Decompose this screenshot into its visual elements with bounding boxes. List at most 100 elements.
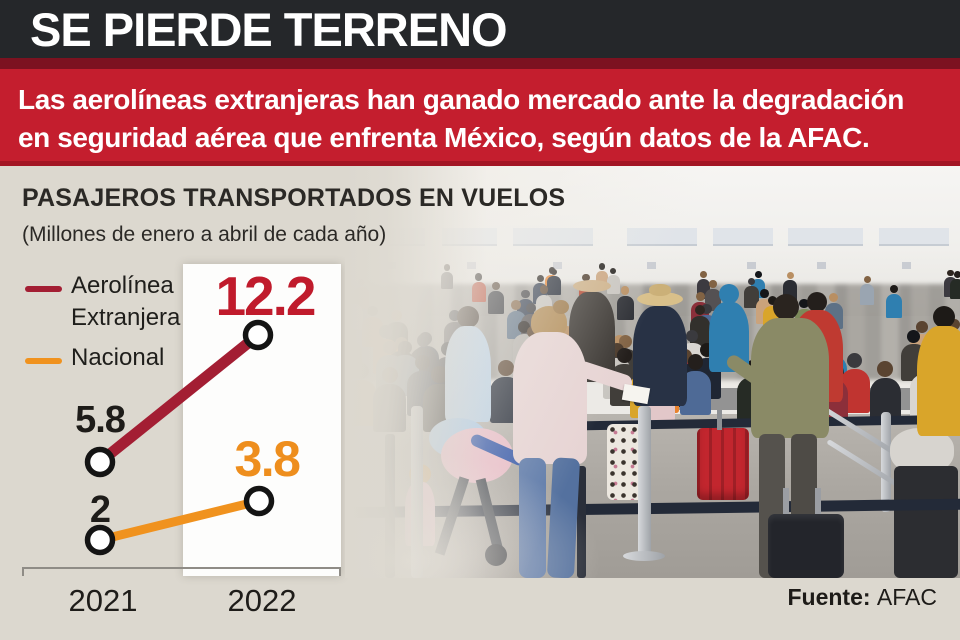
suitcase-handle	[783, 488, 789, 516]
barrier-post	[411, 406, 423, 578]
head	[889, 284, 899, 293]
head	[550, 268, 558, 276]
head	[687, 354, 703, 370]
dark-luggage	[894, 466, 958, 578]
head	[863, 275, 871, 284]
page-title: SE PIERDE TERRENO	[30, 3, 508, 56]
head	[511, 300, 522, 311]
head	[877, 360, 894, 377]
head	[786, 272, 794, 280]
barrier-post-base	[623, 551, 665, 561]
head	[379, 325, 392, 338]
terminal-sign	[627, 228, 697, 246]
source-label: Fuente:	[787, 584, 871, 610]
head	[397, 340, 412, 355]
highlight-column-2022	[183, 264, 341, 576]
person-silhouette	[950, 271, 960, 299]
series-line-extranjera	[94, 329, 264, 468]
terminal-sign	[879, 228, 949, 246]
value-nacional-2021: 2	[89, 489, 111, 531]
divider-strip	[0, 58, 960, 69]
terminal-sign	[788, 228, 863, 246]
intro-banner: Las aerolíneas extranjeras han ganado me…	[0, 69, 960, 166]
head	[416, 334, 430, 348]
head	[695, 292, 705, 302]
person-silhouette	[373, 366, 407, 432]
head	[367, 305, 378, 317]
series-line-nacional	[95, 496, 264, 545]
head	[492, 282, 501, 291]
torso	[616, 295, 634, 321]
barrier-post	[385, 434, 395, 578]
hat-crown	[649, 284, 671, 296]
head	[807, 292, 827, 312]
head	[829, 292, 839, 302]
legend-label-nacional: Nacional	[71, 344, 165, 371]
wall-mark	[647, 262, 656, 269]
legend-swatch-extranjera	[25, 286, 62, 292]
torso	[950, 278, 960, 299]
wall-mark	[747, 262, 756, 269]
torso	[917, 326, 960, 436]
head	[953, 271, 960, 278]
head	[381, 366, 398, 384]
head	[457, 306, 479, 328]
legend-label-extranjera: Aerolínea Extranjera	[71, 272, 181, 331]
head	[609, 267, 617, 275]
source-value: AFAC	[876, 584, 937, 610]
person-silhouette	[471, 273, 486, 303]
red-suitcase	[697, 428, 749, 500]
head	[621, 286, 630, 295]
barrier-post	[638, 406, 651, 558]
hooded-head	[719, 284, 739, 304]
chart-title: PASAJEROS TRANSPORTADOS EN VUELOS	[22, 184, 566, 212]
person-silhouette	[440, 264, 454, 290]
x-tick-2021: 2021	[68, 583, 138, 618]
terminal-sign	[442, 228, 497, 246]
suitcase-handle	[717, 410, 722, 430]
torso	[471, 281, 486, 303]
banner-text-line2: en seguridad aérea que enfrenta México, …	[18, 122, 870, 153]
person-silhouette	[488, 282, 505, 315]
head	[391, 310, 403, 322]
terminal-sign	[713, 228, 773, 246]
hair-bun	[553, 300, 569, 314]
stroller-wheel	[485, 544, 507, 566]
torso	[445, 326, 491, 422]
wall-mark	[817, 262, 826, 269]
head	[847, 353, 863, 369]
wall-mark	[387, 262, 396, 269]
data-point-extranjera-2021	[84, 446, 116, 478]
data-point-extranjera-2022	[242, 319, 274, 351]
data-point-nacional-2021	[84, 524, 116, 556]
value-extranjera-2021: 5.8	[75, 399, 126, 441]
torso	[373, 384, 407, 432]
black-suitcase	[768, 514, 844, 578]
head	[907, 330, 921, 344]
head	[933, 306, 955, 328]
person-silhouette	[885, 284, 903, 318]
head	[773, 294, 799, 320]
suitcase-handle	[815, 488, 821, 516]
x-tick-2022: 2022	[227, 583, 297, 618]
data-point-nacional-2022	[243, 485, 275, 517]
cowboy-hat	[573, 280, 611, 292]
value-nacional-2022: 3.8	[234, 431, 301, 487]
head	[708, 280, 717, 288]
head	[747, 277, 756, 285]
head	[521, 289, 530, 299]
head	[694, 304, 706, 316]
jeans-leg	[519, 458, 546, 578]
torso	[859, 284, 875, 306]
head	[699, 271, 707, 278]
wall-mark	[467, 262, 476, 269]
source-credit: Fuente: AFAC	[787, 584, 937, 611]
banner-text-line1: Las aerolíneas extranjeras han ganado me…	[18, 84, 904, 115]
torso	[488, 291, 505, 315]
torso	[513, 332, 587, 464]
person-silhouette	[859, 275, 875, 306]
wall-mark	[902, 262, 911, 269]
head	[540, 285, 549, 294]
terminal-sign	[513, 228, 593, 246]
